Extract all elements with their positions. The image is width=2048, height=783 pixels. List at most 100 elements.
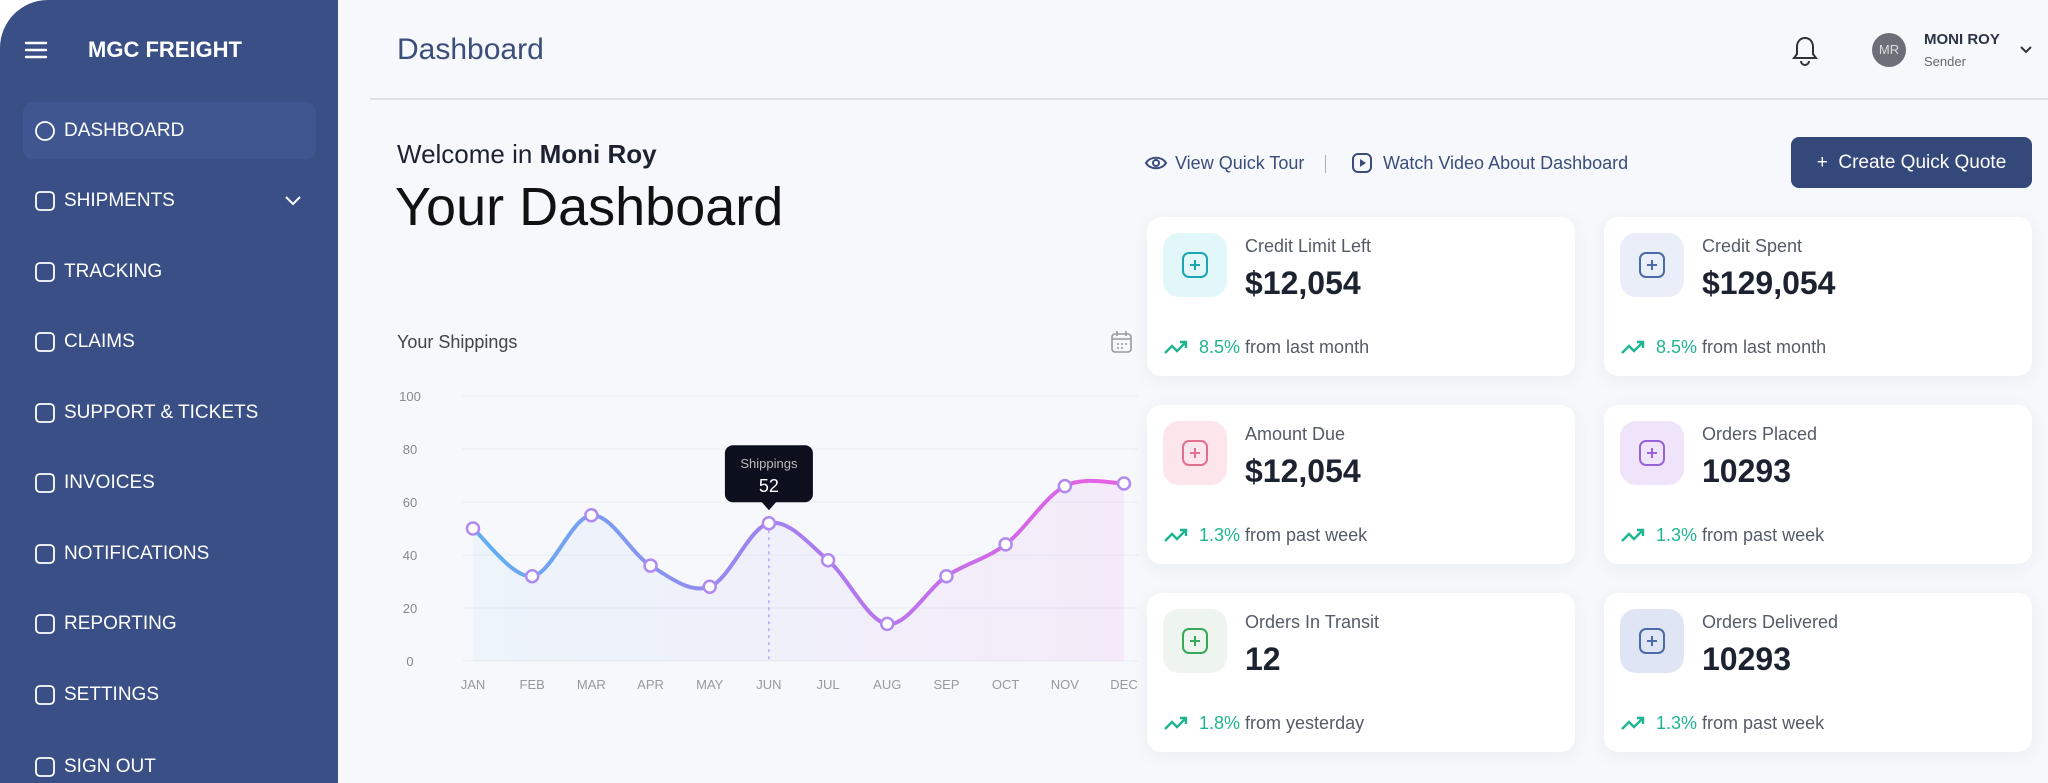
trend-period: from past week [1702,713,1825,733]
point [465,521,481,536]
icon-shape [1639,252,1665,278]
card-label: Amount Due [1245,424,1346,444]
menu-toggle[interactable] [24,40,50,60]
icon-shape [35,121,55,141]
point [1057,478,1073,494]
y-tick-label: 40 [403,548,417,563]
point [939,568,954,584]
menu-icon [35,544,55,564]
trend-period: from past week [1702,525,1825,545]
icon-detail [1190,448,1200,458]
icon-shape [35,473,55,493]
stat-card: Orders In Transit 12 1.8% from yesterday [1147,593,1575,752]
chart-title: Your Shippings [397,332,518,352]
card-label: Orders Delivered [1702,612,1839,632]
area [473,480,1124,661]
menu-item[interactable]: INVOICES [64,472,155,493]
y-tick-label: 20 [403,601,417,616]
card-value: $12,054 [1245,265,1361,301]
x-tick-label: FEB [520,677,545,692]
point [702,579,717,595]
icon-shape [35,332,55,352]
icon-detail [1647,260,1657,270]
trend-change: 8.5% [1656,337,1698,357]
greeting: Welcome in [397,139,533,169]
card-label: Credit Spent [1702,236,1803,256]
menu-item[interactable]: TRACKING [64,261,163,282]
user-greeting-name: Moni Roy [539,139,657,169]
trend-icon [1164,716,1188,730]
video-link[interactable]: Watch Video About Dashboard [1383,153,1629,173]
tour-link[interactable]: View Quick Tour [1175,153,1305,173]
icon-shape [1639,628,1665,654]
shipping-chart: 0 20 40 60 80 100 JAN FEB MAR APR MAY JUN JUL AUG SEP O… [399,389,1138,692]
menu-item[interactable]: DASHBOARD [64,120,185,141]
icon [1639,252,1665,278]
sidebar: MGC FREIGHT DASHBOARD SHIPMENTS TRACKING CL… [0,0,338,783]
menu-item[interactable]: CLAIMS [64,331,135,352]
stat-card: Credit Spent $129,054 8.5% from last month [1604,217,2032,376]
menu-icon [35,685,55,705]
card-label: Credit Limit Left [1245,236,1372,256]
icon-shape [35,757,55,777]
card-trend: 1.3% from past week [1199,525,1367,546]
menu-icon [35,757,55,777]
button-label: Create Quick Quote [1838,152,2007,173]
card-trend: 8.5% from last month [1656,337,1826,358]
icon-shape [35,685,55,705]
icon-shape [35,403,55,423]
menu-item[interactable]: SHIPMENTS [64,190,175,211]
create-quote-button[interactable]: + Create Quick Quote [1791,137,2032,188]
card-label: Orders Placed [1702,424,1818,444]
menu-item[interactable]: NOTIFICATIONS [64,543,210,564]
y-tick-label: 60 [403,495,417,510]
icon-detail [1647,448,1657,458]
trend-icon [1621,528,1645,542]
stat-card: Credit Limit Left $12,054 8.5% from last m… [1147,217,1575,376]
menu-icon [35,403,55,423]
menu-item[interactable]: SIGN OUT [64,756,156,777]
stat-card: Amount Due $12,054 1.3% from past week [1147,405,1575,564]
x-tick-label: JAN [461,677,486,692]
card-icon [1163,233,1227,297]
card-value: 12 [1245,641,1281,677]
menu-icon [35,614,55,634]
x-tick-label: MAR [577,677,606,692]
point [1116,476,1132,491]
menu-icon [35,191,55,211]
video-icon [1352,153,1372,173]
icon-shape [35,191,55,211]
x-tick-label: OCT [992,677,1020,692]
icon-shape [35,614,55,634]
bell-icon[interactable] [1790,34,1820,68]
trend-arrow [1164,528,1188,542]
trend-change: 8.5% [1199,337,1241,357]
tooltip-value: 52 [759,476,779,496]
active-item [23,102,316,159]
trend-change: 1.3% [1199,525,1241,545]
icon-shape [1182,628,1208,654]
user-chevron[interactable] [2018,44,2034,56]
tooltip [724,445,813,503]
icon-shape [35,262,55,282]
trend-icon [1164,340,1188,354]
icon [1639,628,1665,654]
trend-period: from last month [1702,337,1827,357]
menu-item[interactable]: REPORTING [64,613,177,634]
icon [1182,252,1208,278]
trend-icon [1621,340,1645,354]
avatar[interactable]: MR [1872,33,1906,67]
trend-change: 1.3% [1656,525,1698,545]
stat-card: Orders Placed 10293 1.3% from past week [1604,405,2032,564]
menu-item[interactable]: SETTINGS [64,684,160,705]
point [820,553,836,568]
icon-shape [35,544,55,564]
calendar-icon[interactable] [1110,330,1134,354]
menu-item[interactable]: SUPPORT & TICKETS [64,402,259,423]
x-tick-label: JUL [817,677,840,692]
trend-period: from past week [1245,525,1368,545]
trend-period: from yesterday [1245,713,1365,733]
card-value: $129,054 [1702,265,1836,301]
brand: MGC FREIGHT [88,37,242,62]
